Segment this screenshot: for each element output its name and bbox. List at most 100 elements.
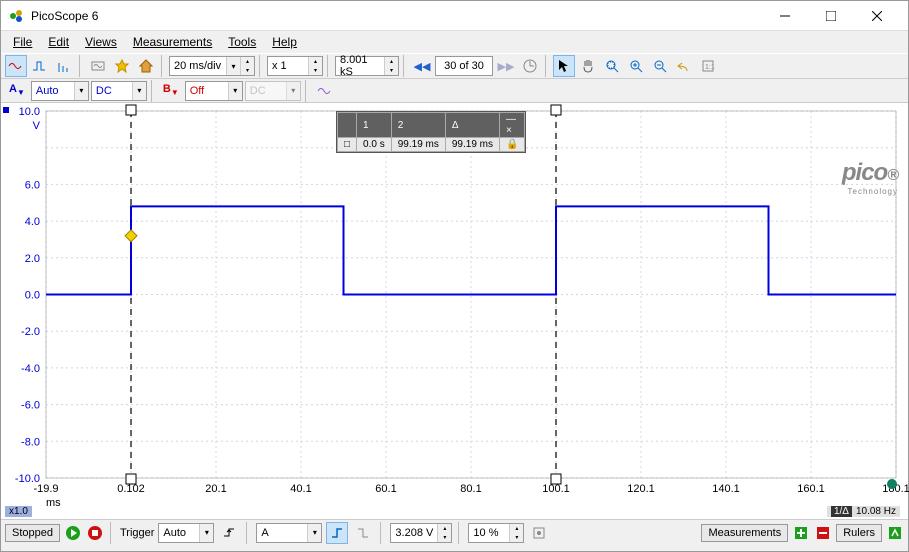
svg-text:40.1: 40.1 (290, 483, 311, 495)
scope-chart[interactable]: 10.06.04.02.00.0-2.0-4.0-6.0-8.0-10.0V-1… (1, 103, 909, 519)
spin-up-icon[interactable]: ▴ (437, 524, 451, 533)
channel-b-range-select[interactable]: Off▾ (185, 81, 243, 101)
buffer-next-button[interactable]: ▶▶ (495, 55, 517, 77)
zoom-out-button[interactable] (649, 55, 671, 77)
minimize-button[interactable] (762, 1, 808, 31)
trigger-edge-button[interactable] (218, 522, 240, 544)
menu-file[interactable]: File (5, 33, 40, 51)
dropdown-icon[interactable]: ▾ (307, 524, 321, 542)
samples-value: 8.001 kS (336, 54, 384, 78)
spin-up-icon[interactable]: ▴ (308, 57, 322, 66)
undo-zoom-button[interactable] (673, 55, 695, 77)
svg-text:20.1: 20.1 (205, 483, 226, 495)
scope-display[interactable]: pico®Technology 10.06.04.02.00.0-2.0-4.0… (1, 103, 908, 519)
spin-up-icon[interactable]: ▴ (384, 57, 398, 66)
trigger-level-input[interactable]: 3.208 V▴▾ (390, 523, 452, 543)
spin-down-icon[interactable]: ▾ (509, 533, 523, 542)
spectrum-mode-button[interactable] (53, 55, 75, 77)
cursor-col-2: 2 (391, 113, 445, 138)
rising-edge-button[interactable] (326, 522, 348, 544)
trigger-label: Trigger (120, 527, 154, 539)
channel-a-range-select[interactable]: Auto▾ (31, 81, 89, 101)
svg-text:120.1: 120.1 (627, 483, 655, 495)
signal-gen-button[interactable] (87, 55, 109, 77)
svg-text:80.1: 80.1 (460, 483, 481, 495)
cursor-val-delta: 99.19 ms (445, 138, 499, 152)
dropdown-icon[interactable]: ▾ (228, 82, 242, 100)
svg-text:1:1: 1:1 (705, 64, 715, 71)
timebase-value: 20 ms/div (170, 60, 226, 72)
menu-tools[interactable]: Tools (220, 33, 264, 51)
rulers-button[interactable]: Rulers (836, 524, 882, 542)
svg-text:-19.9: -19.9 (33, 483, 58, 495)
zoom-window-button[interactable] (601, 55, 623, 77)
advanced-trigger-button[interactable] (528, 522, 550, 544)
pointer-tool-button[interactable] (553, 55, 575, 77)
run-state-button[interactable]: Stopped (5, 524, 60, 542)
dropdown-icon[interactable]: ▾ (199, 524, 213, 542)
rulers-toggle-icon[interactable] (886, 524, 904, 542)
close-icon[interactable]: × (506, 125, 512, 136)
measurements-button[interactable]: Measurements (701, 524, 788, 542)
trigger-source-select[interactable]: A▾ (256, 523, 322, 543)
samples-select[interactable]: 8.001 kS ▴▾ (335, 56, 399, 76)
svg-text:0.102: 0.102 (117, 483, 145, 495)
svg-text:160.1: 160.1 (797, 483, 825, 495)
stop-icon[interactable] (86, 524, 104, 542)
menu-views[interactable]: Views (77, 33, 125, 51)
spin-down-icon[interactable]: ▾ (240, 66, 254, 75)
buffer-value: 30 of 30 (436, 60, 492, 72)
dropdown-icon[interactable]: ▾ (132, 82, 146, 100)
zoom-in-button[interactable] (625, 55, 647, 77)
maximize-button[interactable] (808, 1, 854, 31)
svg-text:10.0: 10.0 (19, 106, 40, 118)
buffer-display[interactable]: 30 of 30 (435, 56, 493, 76)
scope-mode-button[interactable] (5, 55, 27, 77)
svg-text:V: V (33, 120, 41, 132)
svg-text:-8.0: -8.0 (21, 436, 40, 448)
close-button[interactable] (854, 1, 900, 31)
persistence-mode-button[interactable] (29, 55, 51, 77)
svg-text:140.1: 140.1 (712, 483, 740, 495)
app-icon (9, 8, 25, 24)
titlebar: PicoScope 6 (1, 1, 908, 31)
channel-a-coupling-select[interactable]: DC▾ (91, 81, 147, 101)
buffer-overview-button[interactable] (519, 55, 541, 77)
spin-down-icon[interactable]: ▾ (437, 533, 451, 542)
spin-up-icon[interactable]: ▴ (509, 524, 523, 533)
zoom-x-value: x 1 (268, 60, 308, 72)
freq-badge: 1/Δ10.08 Hz (827, 506, 900, 517)
menu-edit[interactable]: Edit (40, 33, 77, 51)
zoom-x-select[interactable]: x 1 ▴▾ (267, 56, 323, 76)
dropdown-icon[interactable]: ▾ (74, 82, 88, 100)
auto-setup-button[interactable] (111, 55, 133, 77)
menu-help[interactable]: Help (264, 33, 305, 51)
buffer-prev-button[interactable]: ◀◀ (411, 55, 433, 77)
menu-measurements[interactable]: Measurements (125, 33, 220, 51)
falling-edge-button[interactable] (352, 522, 374, 544)
svg-text:-2.0: -2.0 (21, 326, 40, 338)
trigger-hyst-input[interactable]: 10 %▴▾ (468, 523, 524, 543)
svg-text:6.0: 6.0 (25, 179, 40, 191)
window-title: PicoScope 6 (31, 9, 762, 23)
zoom-full-button[interactable]: 1:1 (697, 55, 719, 77)
svg-text:ms: ms (46, 497, 61, 509)
dropdown-icon[interactable]: ▾ (226, 57, 240, 75)
spin-up-icon[interactable]: ▴ (240, 57, 254, 66)
main-toolbar: 20 ms/div ▾ ▴▾ x 1 ▴▾ 8.001 kS ▴▾ ◀◀ 30 … (1, 53, 908, 79)
cursor-readout-table[interactable]: 12Δ— × □0.0 s99.19 ms99.19 ms🔒 (336, 111, 526, 153)
math-channel-button[interactable] (313, 80, 335, 102)
timebase-select[interactable]: 20 ms/div ▾ ▴▾ (169, 56, 255, 76)
remove-measurement-icon[interactable] (814, 524, 832, 542)
channel-b-coupling-select: DC▾ (245, 81, 301, 101)
spin-down-icon[interactable]: ▾ (308, 66, 322, 75)
svg-text:100.1: 100.1 (542, 483, 570, 495)
add-measurement-icon[interactable] (792, 524, 810, 542)
svg-text:-4.0: -4.0 (21, 363, 40, 375)
trigger-mode-select[interactable]: Auto▾ (158, 523, 214, 543)
spin-down-icon[interactable]: ▾ (384, 66, 398, 75)
home-button[interactable] (135, 55, 157, 77)
go-icon[interactable] (64, 524, 82, 542)
pan-tool-button[interactable] (577, 55, 599, 77)
minimize-icon[interactable]: — (506, 114, 516, 125)
